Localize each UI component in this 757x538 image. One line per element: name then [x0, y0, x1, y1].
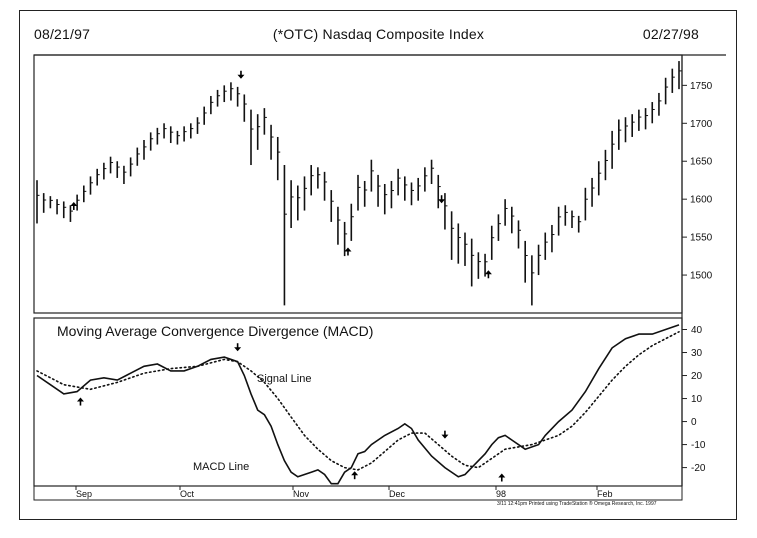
time-tick-label: 98 [496, 489, 506, 499]
arrow-head [70, 201, 78, 206]
macd-tick-label: -10 [691, 440, 706, 451]
macd-panel-frame [33, 317, 683, 487]
arrow-head [76, 397, 84, 402]
chart-title: (*OTC) Nasdaq Composite Index [272, 26, 485, 42]
macd-tick-label: -20 [691, 463, 706, 474]
macd-tick-label: 20 [691, 371, 703, 382]
arrow-head [498, 473, 506, 478]
time-tick-label: Oct [180, 489, 195, 499]
macd-tick-label: 0 [691, 417, 697, 428]
macd-tick-label: 30 [691, 348, 703, 359]
macd-axis: -20 -10 0 10 20 30 40 [682, 325, 706, 474]
price-bars [36, 61, 682, 306]
macd-line-series [36, 324, 680, 485]
arrow-down-icon [234, 343, 242, 352]
time-tick-label: Sep [76, 489, 92, 499]
price-tick-label: 1550 [690, 233, 713, 244]
arrow-up-icon [344, 247, 352, 256]
time-tick-label: Feb [597, 489, 613, 499]
start-date-label: 08/21/97 [34, 26, 91, 42]
arrow-head [438, 199, 446, 204]
time-axis: Sep Oct Nov Dec 98 Feb [75, 486, 613, 499]
chart-frame [19, 10, 737, 520]
arrow-up-icon [484, 270, 492, 279]
signal-line-series [36, 331, 680, 471]
footer-note: 3/11 12:41pm Printed using TradeStation … [497, 501, 657, 507]
arrow-up-icon [76, 397, 84, 406]
arrow-up-icon [70, 201, 78, 210]
price-tick-label: 1750 [690, 81, 713, 92]
arrow-head [484, 270, 492, 275]
arrow-up-icon [498, 473, 506, 482]
price-arrows [70, 70, 492, 279]
arrow-head [344, 247, 352, 252]
arrow-head [234, 347, 242, 352]
arrow-head [441, 434, 449, 439]
macd-lines [36, 324, 680, 485]
plot-frames [33, 54, 726, 501]
time-tick-label: Dec [389, 489, 406, 499]
time-tick-label: Nov [293, 489, 310, 499]
arrow-down-icon [438, 195, 446, 204]
price-axis: 1500 1550 1600 1650 1700 1750 [682, 81, 713, 282]
arrow-down-icon [237, 70, 245, 79]
macd-arrows [76, 343, 506, 482]
macd-tick-label: 10 [691, 394, 703, 405]
arrow-down-icon [441, 430, 449, 439]
price-tick-label: 1700 [690, 119, 713, 130]
arrow-head [237, 74, 245, 79]
signal-line-label: Signal Line [257, 373, 312, 385]
time-axis-frame [33, 485, 683, 501]
end-date-label: 02/27/98 [642, 26, 699, 42]
macd-line-label: MACD Line [193, 461, 250, 473]
macd-tick-label: 40 [691, 325, 703, 336]
arrow-up-icon [351, 471, 359, 480]
macd-panel-title: Moving Average Convergence Divergence (M… [57, 323, 374, 339]
arrow-head [351, 471, 359, 476]
price-tick-label: 1600 [690, 195, 713, 206]
price-tick-label: 1650 [690, 157, 713, 168]
price-tick-label: 1500 [690, 271, 713, 282]
